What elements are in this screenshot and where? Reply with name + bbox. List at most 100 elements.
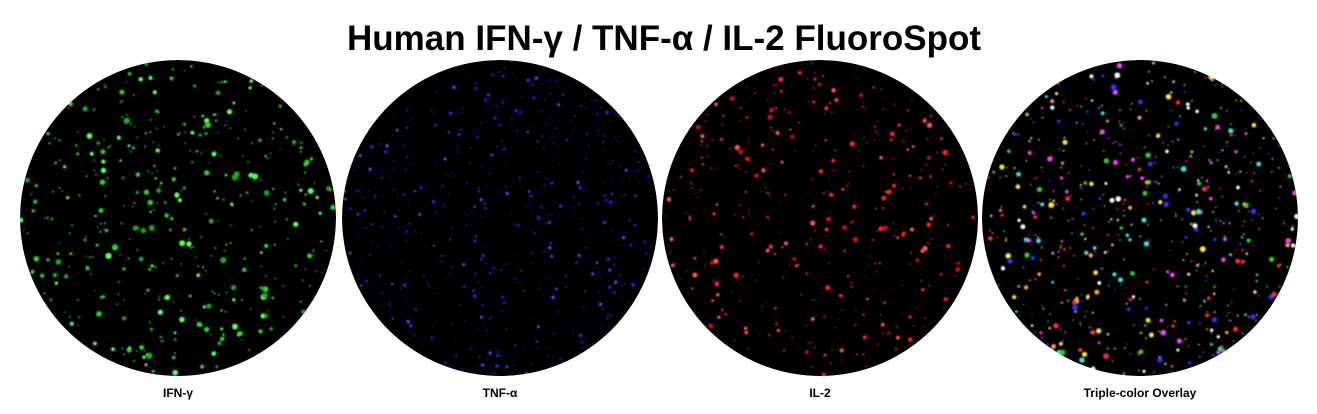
spot xyxy=(1072,304,1078,311)
spot xyxy=(1184,338,1187,341)
spot xyxy=(578,186,582,190)
spot xyxy=(821,372,826,376)
spot xyxy=(454,340,456,342)
spot xyxy=(545,122,548,125)
spot xyxy=(258,225,261,228)
spot xyxy=(482,254,485,257)
spot xyxy=(1109,197,1115,203)
spot xyxy=(557,158,559,160)
spot xyxy=(1227,304,1230,307)
spot xyxy=(925,163,928,166)
spot xyxy=(1027,233,1030,236)
spot xyxy=(1224,165,1228,169)
spot xyxy=(666,197,672,202)
spot xyxy=(988,229,991,232)
spot xyxy=(1250,161,1253,164)
spot xyxy=(99,230,102,233)
spot xyxy=(840,359,843,361)
spot xyxy=(1244,313,1247,317)
spot xyxy=(485,185,487,188)
spot xyxy=(517,224,521,227)
spot xyxy=(1042,307,1045,310)
spot xyxy=(1129,352,1132,356)
spot xyxy=(518,176,522,179)
spot xyxy=(1158,330,1160,333)
spot xyxy=(173,331,177,335)
spot xyxy=(183,69,186,72)
spot xyxy=(1191,100,1193,102)
spot xyxy=(1234,150,1238,154)
spot xyxy=(996,236,999,239)
spot xyxy=(957,261,961,265)
spot xyxy=(299,188,303,192)
spot xyxy=(31,209,36,213)
spot xyxy=(1142,369,1146,373)
spot xyxy=(205,269,207,272)
spot xyxy=(477,190,481,193)
spot xyxy=(459,304,462,307)
spot xyxy=(480,215,482,218)
spot xyxy=(1085,294,1090,299)
spot xyxy=(472,289,475,292)
spot xyxy=(68,265,70,268)
spot xyxy=(610,192,613,196)
spot xyxy=(745,171,747,173)
spot xyxy=(1106,332,1110,336)
spot xyxy=(1189,154,1193,158)
spot xyxy=(1163,201,1169,208)
spot xyxy=(822,74,825,78)
spot xyxy=(297,183,300,186)
spot xyxy=(896,236,900,239)
spot xyxy=(1278,196,1280,199)
spot xyxy=(264,154,267,158)
spot xyxy=(1144,306,1148,310)
spot xyxy=(349,268,353,272)
spot xyxy=(120,222,123,225)
spot xyxy=(1113,347,1116,350)
spot xyxy=(78,194,81,197)
spot xyxy=(613,201,615,204)
spot xyxy=(193,84,197,88)
spot xyxy=(1139,235,1142,238)
spot xyxy=(1005,175,1008,177)
spot xyxy=(211,351,217,356)
spot xyxy=(1104,182,1108,185)
spot xyxy=(645,251,648,255)
spot xyxy=(610,323,612,325)
spot xyxy=(381,304,383,306)
spot xyxy=(312,250,315,252)
spot xyxy=(1069,195,1072,197)
spot xyxy=(103,228,105,231)
spot xyxy=(1285,238,1291,244)
spot xyxy=(670,263,675,268)
spot xyxy=(851,287,853,289)
spot xyxy=(883,301,886,305)
spot xyxy=(85,175,88,178)
spot xyxy=(1228,128,1234,134)
spot xyxy=(486,93,491,97)
spot xyxy=(425,246,427,248)
spot xyxy=(577,133,579,136)
spot xyxy=(1022,266,1025,269)
spot xyxy=(1240,109,1242,111)
spot xyxy=(231,174,239,181)
spot xyxy=(757,261,760,264)
spot xyxy=(169,216,174,221)
spot xyxy=(320,271,323,274)
spot xyxy=(889,131,895,137)
spot xyxy=(259,179,262,181)
spot xyxy=(999,164,1005,170)
spot xyxy=(536,140,539,143)
spot xyxy=(92,159,95,162)
spot xyxy=(1166,325,1169,328)
spot xyxy=(435,211,438,213)
spot xyxy=(492,372,495,375)
spot xyxy=(765,215,769,219)
spot xyxy=(555,202,557,204)
spot xyxy=(878,262,881,265)
spot xyxy=(1182,259,1185,262)
spot xyxy=(536,171,539,173)
spot xyxy=(149,327,154,332)
spot xyxy=(1214,206,1217,208)
spot xyxy=(1086,183,1088,186)
